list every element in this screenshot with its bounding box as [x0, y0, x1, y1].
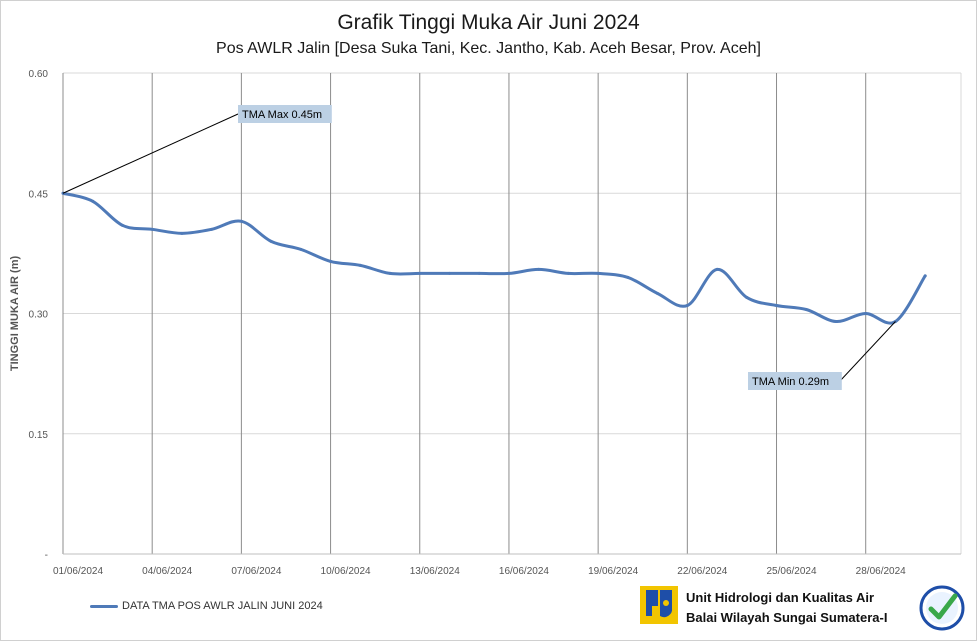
x-tick-label: 07/06/2024 — [231, 566, 281, 577]
y-tick-label: 0.60 — [29, 69, 49, 80]
data-point — [745, 295, 749, 299]
annotation-leader-line — [839, 321, 896, 382]
org-name: Unit Hidrologi dan Kualitas Air Balai Wi… — [686, 588, 887, 628]
data-point — [358, 263, 362, 267]
annotation-leader-line — [62, 113, 239, 194]
x-tick-label: 25/06/2024 — [766, 566, 816, 577]
data-point — [269, 239, 273, 243]
x-tick-label: 01/06/2024 — [53, 566, 103, 577]
y-tick-label: 0.45 — [29, 189, 49, 200]
y-tick-label: 0.30 — [29, 310, 49, 321]
data-point — [804, 307, 808, 311]
pu-logo-icon — [640, 586, 678, 624]
data-point — [715, 267, 719, 271]
data-point — [566, 271, 570, 275]
data-point — [537, 267, 541, 271]
legend-label: DATA TMA POS AWLR JALIN JUNI 2024 — [122, 600, 323, 612]
data-point — [91, 199, 95, 203]
certification-badge-icon — [919, 585, 965, 631]
data-point — [477, 271, 481, 275]
data-point — [299, 247, 303, 251]
annotation-box — [238, 105, 332, 123]
data-point — [685, 303, 689, 307]
data-point — [329, 259, 333, 263]
data-point — [210, 227, 214, 231]
x-tick-label: 04/06/2024 — [142, 566, 192, 577]
annotation-label: TMA Min 0.29m — [752, 376, 829, 388]
legend-swatch — [90, 604, 118, 608]
x-tick-label: 19/06/2024 — [588, 566, 638, 577]
data-point — [923, 274, 927, 278]
data-point — [596, 271, 600, 275]
data-point — [507, 271, 511, 275]
y-tick-label: - — [45, 550, 48, 561]
y-axis-label: TINGGI MUKA AIR (m) — [9, 256, 21, 372]
org-line-2: Balai Wilayah Sungai Sumatera-I — [686, 610, 888, 625]
data-point — [626, 275, 630, 279]
annotation-box — [748, 372, 842, 390]
data-point — [239, 219, 243, 223]
x-tick-label: 16/06/2024 — [499, 566, 549, 577]
x-tick-label: 22/06/2024 — [677, 566, 727, 577]
x-tick-label: 13/06/2024 — [410, 566, 460, 577]
data-point — [388, 271, 392, 275]
org-line-1: Unit Hidrologi dan Kualitas Air — [686, 590, 875, 605]
y-tick-label: 0.15 — [29, 430, 49, 441]
legend: DATA TMA POS AWLR JALIN JUNI 2024 — [90, 600, 323, 612]
data-point — [180, 231, 184, 235]
data-point — [775, 303, 779, 307]
annotation-label: TMA Max 0.45m — [242, 109, 322, 121]
data-point — [864, 312, 868, 315]
data-point — [447, 271, 451, 275]
chart-title: Grafik Tinggi Muka Air Juni 2024 — [337, 11, 640, 34]
data-point — [834, 320, 838, 324]
data-point — [150, 227, 154, 231]
x-tick-label: 10/06/2024 — [321, 566, 371, 577]
data-point — [120, 223, 124, 227]
data-point — [418, 271, 422, 275]
x-tick-label: 28/06/2024 — [856, 566, 906, 577]
data-point — [656, 291, 660, 295]
chart-subtitle: Pos AWLR Jalin [Desa Suka Tani, Kec. Jan… — [216, 40, 761, 57]
series-line — [61, 191, 927, 325]
